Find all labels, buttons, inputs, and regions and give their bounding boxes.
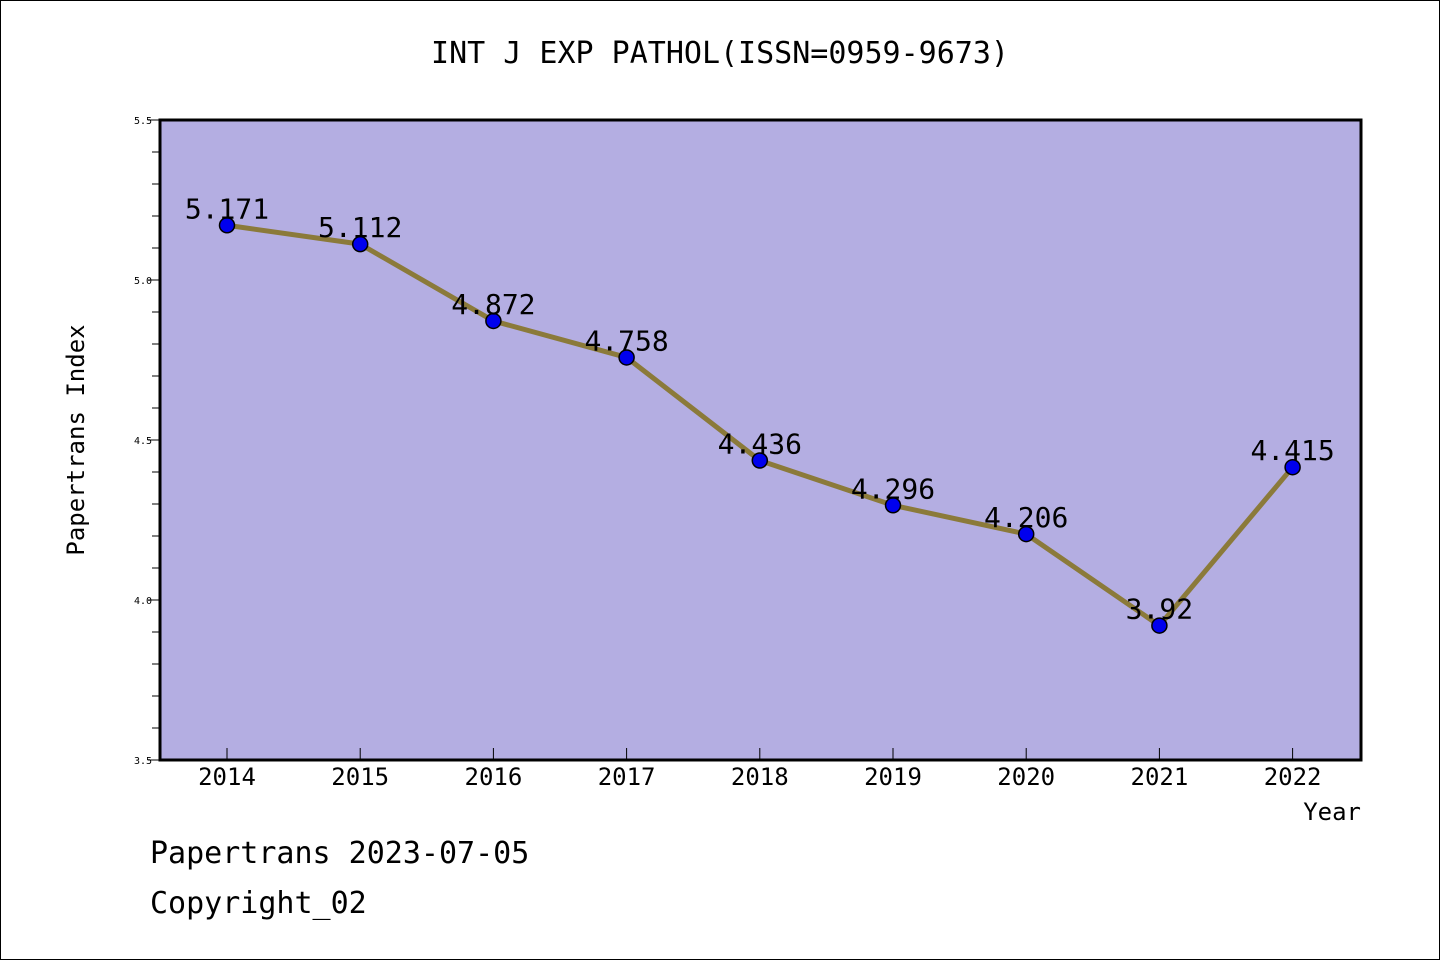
data-point-marker [751,452,769,469]
x-tick-label: 2019 [864,763,922,791]
x-tick-label: 2022 [1264,763,1322,791]
data-label: 4.436 [718,427,802,460]
data-point-marker [884,497,902,514]
data-point-marker [1017,525,1035,543]
x-tick-label: 2018 [731,763,789,791]
x-axis-label: Year [1303,798,1361,826]
x-tick-label: 2015 [331,763,389,791]
y-axis-ticks: 3.5 4.0 4.5 5.0 5.5 [134,116,160,767]
x-tick-label: 2021 [1131,763,1189,791]
data-label: 4.872 [451,288,535,321]
data-label: 4.296 [851,472,935,505]
plot-area [160,120,1361,760]
y-tick-label: 4.5 [134,436,152,447]
y-tick-label: 5.0 [134,276,152,287]
data-label: 4.415 [1250,434,1334,467]
data-labels: 5.171 5.112 4.872 4.758 4.436 4.296 4.206 3.92 4… [185,192,1335,625]
y-axis-label: Papertrans Index [62,324,90,555]
y-tick-label: 3.5 [134,756,152,767]
data-label: 4.758 [584,324,668,357]
data-label: 5.112 [318,211,402,244]
x-axis-ticks: 2014 2015 2016 2017 2018 2019 2020 2021 2022 [198,748,1321,791]
footer-source: Papertrans 2023-07-05 [150,836,530,871]
x-tick-label: 2016 [465,763,523,791]
chart-title: INT J EXP PATHOL(ISSN=0959-9673) [431,36,1009,71]
data-label: 5.171 [185,192,269,225]
data-point-marker [1284,458,1301,476]
x-tick-label: 2017 [598,763,656,791]
data-point-marker [351,235,369,253]
data-label: 3.92 [1126,593,1193,626]
data-point-marker [1151,617,1168,634]
data-point-marker [485,312,502,330]
series-markers [218,217,1301,634]
data-label: 4.206 [984,501,1068,534]
x-tick-label: 2014 [198,763,256,791]
footer-copyright: Copyright_02 [150,886,367,921]
x-tick-label: 2020 [997,763,1055,791]
data-point-marker [618,349,635,366]
y-tick-label: 4.0 [134,596,152,607]
data-point-marker [218,217,236,234]
y-tick-label: 5.5 [134,116,152,127]
plot-border [158,118,1363,762]
